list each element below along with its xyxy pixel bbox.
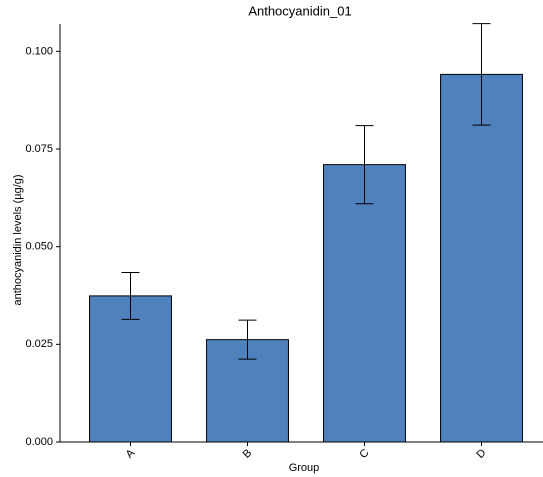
error-bar bbox=[238, 319, 257, 360]
y-tick-label: 0.025 bbox=[25, 338, 53, 350]
x-tick-label: C bbox=[357, 447, 371, 461]
error-bar bbox=[355, 125, 374, 205]
x-tick-label: B bbox=[241, 447, 255, 461]
y-tick-label: 0.100 bbox=[25, 45, 53, 57]
bar bbox=[89, 295, 172, 443]
error-bar bbox=[121, 271, 140, 320]
x-axis-title: Group bbox=[289, 462, 320, 474]
y-tick-label: 0.000 bbox=[25, 436, 53, 448]
chart-title: Anthocyanidin_01 bbox=[248, 3, 351, 18]
y-tick-label: 0.050 bbox=[25, 241, 53, 253]
y-axis-title: anthocyanidin levels (µg/g) bbox=[12, 174, 24, 305]
x-tick-label: D bbox=[474, 447, 488, 461]
bar bbox=[440, 73, 523, 443]
x-tick-label: A bbox=[124, 447, 138, 461]
y-tick-label: 0.075 bbox=[25, 143, 53, 155]
bar bbox=[323, 164, 406, 443]
error-bar bbox=[472, 23, 491, 126]
